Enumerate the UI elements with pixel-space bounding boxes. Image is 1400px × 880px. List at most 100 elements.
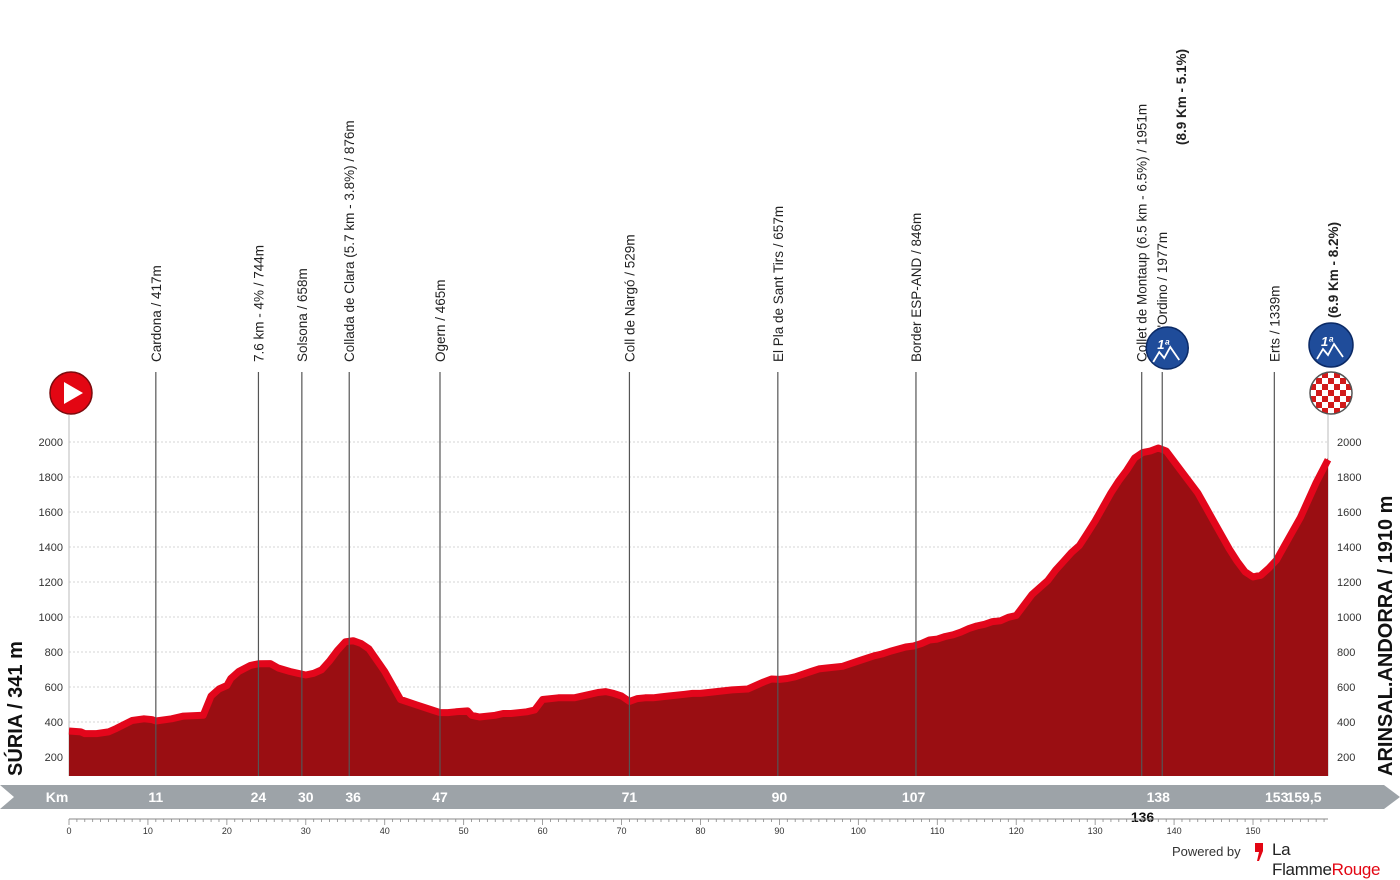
km-band-label: 30 bbox=[298, 789, 314, 805]
y-tick-label-left: 600 bbox=[45, 682, 63, 694]
finish-checker-cell bbox=[1334, 372, 1340, 378]
finish-checker-cell bbox=[1340, 390, 1346, 396]
finish-checker-cell bbox=[1352, 402, 1358, 408]
km-scale-label: 80 bbox=[695, 826, 705, 836]
finish-mountain-category-label: 1ª bbox=[1321, 334, 1334, 349]
km-band-label: 159,5 bbox=[1286, 789, 1321, 805]
finish-checker-cell bbox=[1316, 414, 1322, 420]
km-band-label: 138 bbox=[1147, 789, 1171, 805]
km-band-label: 153 bbox=[1265, 789, 1289, 805]
y-tick-label-right: 600 bbox=[1337, 682, 1355, 694]
finish-checker-cell bbox=[1316, 378, 1322, 384]
km-band-label: 71 bbox=[622, 789, 638, 805]
finish-checker-cell bbox=[1334, 408, 1340, 414]
y-tick-label-left: 1800 bbox=[39, 472, 63, 484]
y-tick-label-left: 200 bbox=[45, 752, 63, 764]
y-tick-label-right: 800 bbox=[1337, 647, 1355, 659]
finish-checker-cell bbox=[1340, 378, 1346, 384]
powered-by-text: Powered by bbox=[1172, 844, 1241, 859]
km-band-title: Km bbox=[46, 789, 69, 805]
km-band-label: 36 bbox=[345, 789, 361, 805]
y-tick-label-right: 1800 bbox=[1337, 472, 1361, 484]
y-tick-label-right: 400 bbox=[1337, 717, 1355, 729]
annotation-label: Erts / 1339m bbox=[1267, 285, 1282, 362]
annotation-label: Collet de Montaup (6.5 km - 6.5%) / 1951… bbox=[1135, 104, 1150, 362]
finish-climb-detail: (6.9 Km - 8.2%) bbox=[1326, 222, 1341, 318]
finish-checker-cell bbox=[1352, 378, 1358, 384]
finish-checker-cell bbox=[1352, 390, 1358, 396]
mountain-glyph-icon bbox=[1152, 345, 1180, 363]
finish-checker-cell bbox=[1346, 396, 1352, 402]
km-band-label: 11 bbox=[148, 789, 163, 805]
finish-checker-cell bbox=[1346, 384, 1352, 390]
annotation-label: Collada de Clara (5.7 km - 3.8%) / 876m bbox=[342, 120, 357, 362]
km-scale-label: 90 bbox=[774, 826, 784, 836]
km-scale-label: 130 bbox=[1088, 826, 1103, 836]
finish-checker-cell bbox=[1346, 408, 1352, 414]
finish-checker-cell bbox=[1322, 408, 1328, 414]
finish-checker-cell bbox=[1346, 372, 1352, 378]
finish-checker-cell bbox=[1328, 390, 1334, 396]
finish-checker-cell bbox=[1310, 384, 1316, 390]
km-band-label: 24 bbox=[251, 789, 267, 805]
km-band-label: 47 bbox=[432, 789, 448, 805]
finish-checker-cell bbox=[1352, 414, 1358, 420]
annotation-climb-detail: (8.9 Km - 5.1%) bbox=[1174, 49, 1189, 145]
km-scale-label: 20 bbox=[222, 826, 232, 836]
km-scale-label: 50 bbox=[459, 826, 469, 836]
km-scale-label: 10 bbox=[143, 826, 153, 836]
annotation-label: Coll de Nargó / 529m bbox=[622, 234, 637, 362]
km-band-label: 90 bbox=[772, 789, 788, 805]
km-scale-label: 140 bbox=[1167, 826, 1182, 836]
km-scale-label: 120 bbox=[1009, 826, 1024, 836]
y-tick-label-left: 1000 bbox=[39, 612, 63, 624]
annotation-label: 7.6 km - 4% / 744m bbox=[251, 245, 266, 362]
y-tick-label-right: 200 bbox=[1337, 752, 1355, 764]
y-tick-label-left: 400 bbox=[45, 717, 63, 729]
finish-checkered-icon bbox=[1310, 372, 1358, 420]
annotation-label: Ogern / 465m bbox=[433, 279, 448, 362]
km-scale-label: 60 bbox=[538, 826, 548, 836]
annotation-label: Border ESP-AND / 846m bbox=[909, 213, 924, 362]
finish-checker-cell bbox=[1340, 402, 1346, 408]
annotation-label: El Pla de Sant Tirs / 657m bbox=[771, 206, 786, 362]
laflammerouge-flag-icon bbox=[1255, 843, 1263, 861]
km-scale-label: 150 bbox=[1245, 826, 1260, 836]
finish-checker-cell bbox=[1310, 372, 1316, 378]
km-scale-label: 70 bbox=[617, 826, 627, 836]
finish-checker-cell bbox=[1334, 396, 1340, 402]
y-tick-label-right: 2000 bbox=[1337, 437, 1361, 449]
start-play-triangle-icon bbox=[64, 382, 83, 404]
y-tick-label-left: 2000 bbox=[39, 437, 63, 449]
mountain-category-label: 1ª bbox=[1157, 337, 1170, 352]
km-band-label: 107 bbox=[902, 789, 926, 805]
elevation-ridge bbox=[68, 444, 1332, 738]
finish-checker-cell bbox=[1340, 414, 1346, 420]
annotation-layer: Cardona / 417m 7.6 km - 4% / 744m Solsona … bbox=[149, 49, 1341, 776]
finish-label: ARINSAL.ANDORRA / 1910 m bbox=[1375, 496, 1397, 776]
finish-checker-cell bbox=[1310, 408, 1316, 414]
y-tick-label-right: 1600 bbox=[1337, 507, 1361, 519]
finish-checker-cell bbox=[1322, 396, 1328, 402]
y-tick-label-left: 1600 bbox=[39, 507, 63, 519]
km-band-below-label: 136 bbox=[1131, 809, 1155, 825]
y-tick-label-right: 1200 bbox=[1337, 577, 1361, 589]
finish-checker-cell bbox=[1316, 402, 1322, 408]
finish-checker-cell bbox=[1310, 396, 1316, 402]
axis-layer: SÚRIA / 341 m ARINSAL.ANDORRA / 1910 m Km 1… bbox=[0, 496, 1400, 836]
km-band bbox=[0, 785, 1400, 809]
finish-checker-cell bbox=[1328, 402, 1334, 408]
finish-checker-cell bbox=[1322, 384, 1328, 390]
km-scale-label: 110 bbox=[930, 826, 944, 836]
finish-checker-cell bbox=[1328, 378, 1334, 384]
km-scale-label: 0 bbox=[66, 826, 71, 836]
elevation-area bbox=[69, 446, 1328, 776]
laflammerouge-logo: La FlammeRouge bbox=[1272, 840, 1381, 879]
annotation-label: Solsona / 658m bbox=[295, 268, 310, 362]
km-scale-label: 30 bbox=[301, 826, 311, 836]
km-scale-label: 40 bbox=[380, 826, 390, 836]
y-tick-label-left: 1200 bbox=[39, 577, 63, 589]
y-tick-label-left: 800 bbox=[45, 647, 63, 659]
